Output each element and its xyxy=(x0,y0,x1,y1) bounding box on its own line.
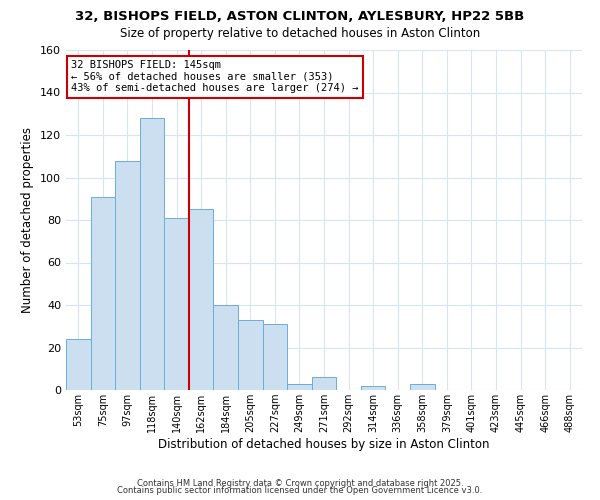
Text: 32 BISHOPS FIELD: 145sqm
← 56% of detached houses are smaller (353)
43% of semi-: 32 BISHOPS FIELD: 145sqm ← 56% of detach… xyxy=(71,60,359,94)
Text: 32, BISHOPS FIELD, ASTON CLINTON, AYLESBURY, HP22 5BB: 32, BISHOPS FIELD, ASTON CLINTON, AYLESB… xyxy=(76,10,524,23)
Bar xyxy=(189,210,214,390)
Bar xyxy=(66,339,91,390)
Text: Size of property relative to detached houses in Aston Clinton: Size of property relative to detached ho… xyxy=(120,28,480,40)
X-axis label: Distribution of detached houses by size in Aston Clinton: Distribution of detached houses by size … xyxy=(158,438,490,451)
Text: Contains HM Land Registry data © Crown copyright and database right 2025.: Contains HM Land Registry data © Crown c… xyxy=(137,478,463,488)
Text: Contains public sector information licensed under the Open Government Licence v3: Contains public sector information licen… xyxy=(118,486,482,495)
Y-axis label: Number of detached properties: Number of detached properties xyxy=(22,127,34,313)
Bar xyxy=(410,384,434,390)
Bar xyxy=(115,160,140,390)
Bar xyxy=(287,384,312,390)
Bar xyxy=(238,320,263,390)
Bar xyxy=(214,305,238,390)
Bar xyxy=(91,196,115,390)
Bar xyxy=(140,118,164,390)
Bar xyxy=(263,324,287,390)
Bar xyxy=(361,386,385,390)
Bar xyxy=(312,378,336,390)
Bar xyxy=(164,218,189,390)
